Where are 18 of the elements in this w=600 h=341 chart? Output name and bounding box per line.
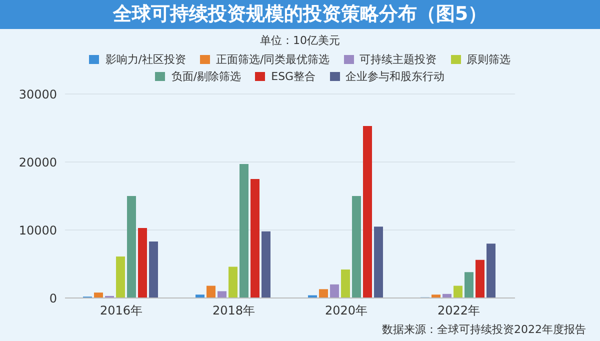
chart-title: 全球可持续投资规模的投资策略分布（图5） <box>0 0 600 29</box>
legend-label: 正面筛选/同类最优筛选 <box>215 52 330 67</box>
legend-label: 可持续主题投资 <box>358 52 437 67</box>
y-tick-label: 30000 <box>18 87 57 102</box>
y-tick-label: 20000 <box>18 155 57 170</box>
legend-label: ESG整合 <box>270 69 316 84</box>
source-note: 数据来源：全球可持续投资2022年度报告 <box>382 322 586 337</box>
y-tick-label: 0 <box>49 291 57 306</box>
x-tick-label: 2016年 <box>100 304 143 318</box>
legend-label: 影响力/社区投资 <box>104 52 186 67</box>
legend-label: 负面/剔除筛选 <box>170 69 242 84</box>
legend-label: 原则筛选 <box>466 52 511 67</box>
chart-subtitle: 单位：10亿美元 <box>259 33 341 48</box>
x-tick-label: 2022年 <box>437 304 480 318</box>
legend-label: 企业参与和股东行动 <box>344 69 445 84</box>
y-tick-label: 10000 <box>18 223 57 238</box>
x-tick-label: 2018年 <box>212 304 256 318</box>
x-tick-label: 2020年 <box>324 304 368 318</box>
